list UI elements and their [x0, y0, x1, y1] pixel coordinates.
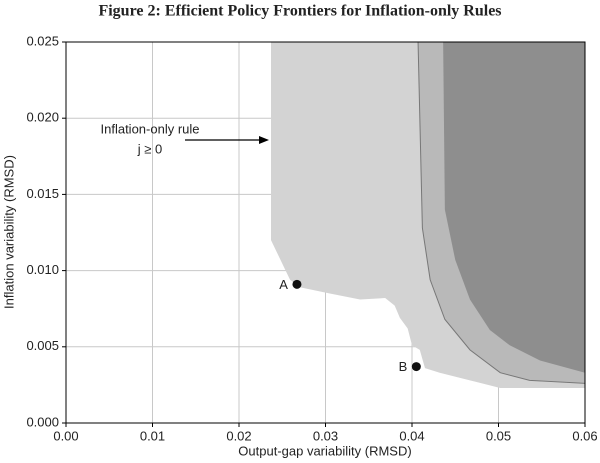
x-tick-label: 0.02 [226, 428, 251, 443]
arrow-head [259, 136, 269, 144]
x-tick-label: 0.00 [53, 428, 78, 443]
y-tick-label: 0.000 [26, 414, 59, 429]
y-tick-label: 0.020 [26, 110, 59, 125]
y-tick-label: 0.005 [26, 338, 59, 353]
point-label: B [399, 359, 408, 374]
y-tick-label: 0.015 [26, 186, 59, 201]
chart-title: Figure 2: Efficient Policy Frontiers for… [98, 3, 501, 20]
y-tick-label: 0.025 [26, 33, 59, 48]
annotation: Inflation-only rule [101, 121, 200, 136]
y-tick-label: 0.010 [26, 262, 59, 277]
x-axis-label: Output-gap variability (RMSD) [238, 443, 411, 458]
annotation: j ≥ 0 [137, 141, 162, 156]
plot-frame [65, 41, 586, 424]
x-tick-label: 0.05 [486, 428, 511, 443]
y-axis-label: Inflation variability (RMSD) [1, 155, 16, 309]
point [292, 279, 302, 289]
point [411, 362, 421, 372]
point-label: A [279, 277, 288, 292]
x-tick-label: 0.04 [399, 428, 424, 443]
x-tick-label: 0.01 [140, 428, 165, 443]
x-tick-label: 0.06 [572, 428, 597, 443]
frontier-area [443, 42, 585, 373]
x-tick-label: 0.03 [313, 428, 338, 443]
